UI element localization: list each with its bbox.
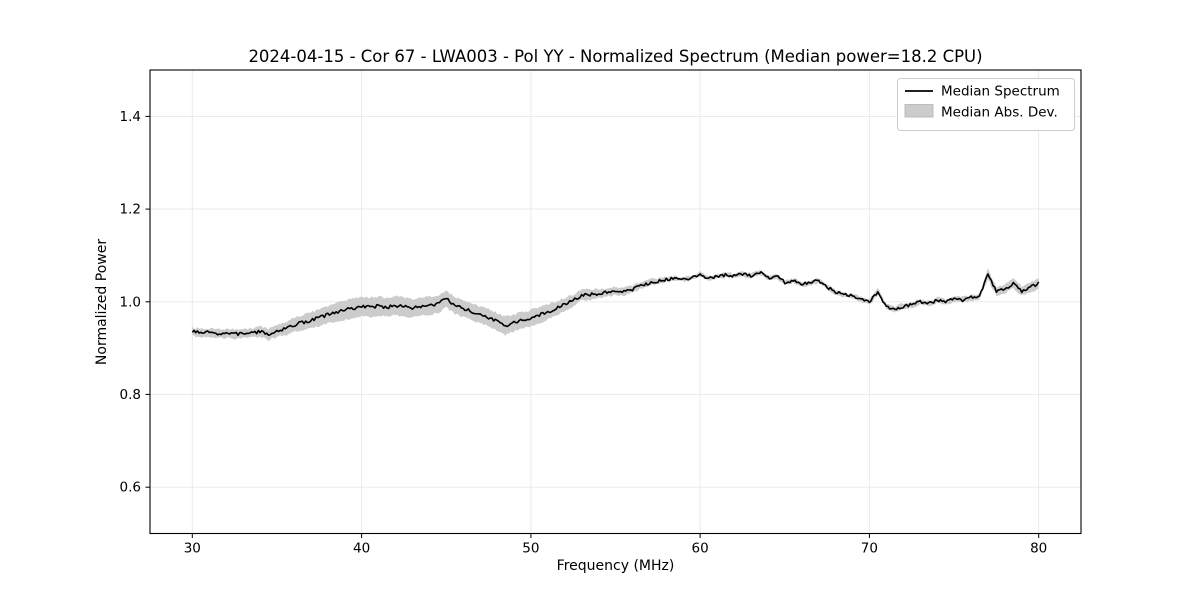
x-tick-label: 60 — [692, 541, 709, 557]
x-tick-label: 30 — [184, 541, 201, 557]
median-spectrum-line — [191, 271, 1040, 337]
x-tick-label: 40 — [353, 541, 370, 557]
y-tick-label: 0.8 — [120, 387, 141, 403]
y-tick-label: 1.4 — [120, 109, 141, 125]
legend: Median Spectrum Median Abs. Dev. — [897, 78, 1075, 131]
x-axis-label: Frequency (MHz) — [557, 558, 675, 574]
y-tick-label: 1.0 — [120, 294, 141, 310]
y-tick-labels: 0.6 0.8 1.0 1.2 1.4 — [120, 109, 141, 496]
legend-label-median-spectrum: Median Spectrum — [941, 84, 1060, 100]
x-tick-label: 50 — [522, 541, 539, 557]
x-tick-labels: 30 40 50 60 70 80 — [184, 541, 1048, 557]
chart-title: 2024-04-15 - Cor 67 - LWA003 - Pol YY - … — [248, 47, 982, 66]
legend-box — [897, 78, 1075, 131]
axis-ticks — [145, 115, 1040, 538]
x-tick-label: 80 — [1030, 541, 1047, 557]
legend-patch-sample — [904, 104, 934, 118]
y-tick-label: 0.6 — [120, 480, 141, 496]
x-tick-label: 70 — [861, 541, 878, 557]
y-tick-label: 1.2 — [120, 202, 141, 218]
legend-label-mad: Median Abs. Dev. — [941, 105, 1058, 121]
y-axis-label: Normalized Power — [94, 239, 110, 365]
